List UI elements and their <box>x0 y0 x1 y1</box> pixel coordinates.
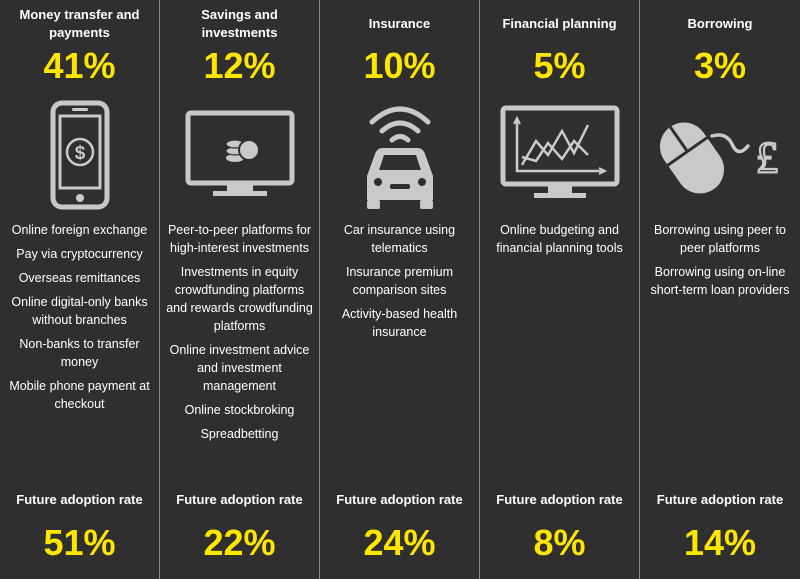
column-title: Borrowing <box>687 16 753 31</box>
future-adoption-percent: 14% <box>683 522 757 563</box>
svg-text:£: £ <box>756 133 778 182</box>
future-adoption-percent: 24% <box>363 522 436 563</box>
list-item: Online investment advice and investment … <box>169 343 310 393</box>
column-insurance: Insurance 10% Car insurance using telema… <box>320 0 480 579</box>
column-title: Savings and investments <box>201 7 278 40</box>
list-item: Mobile phone payment at checkout <box>9 379 150 411</box>
service-list: Borrowing using peer to peer platforms B… <box>646 221 794 305</box>
list-item: Overseas remittances <box>18 271 141 285</box>
current-adoption-percent: 12% <box>203 45 276 86</box>
mouse-pound-icon: £ <box>640 100 800 210</box>
list-item: Online budgeting and financial planning … <box>496 223 623 255</box>
current-adoption-percent: 5% <box>533 45 586 86</box>
future-adoption-percent: 8% <box>533 522 586 563</box>
column-money-transfer: Money transfer and payments 41% $ Online… <box>0 0 160 579</box>
current-adoption-percent: 10% <box>363 45 436 86</box>
future-adoption-percent: 51% <box>43 522 116 563</box>
column-financial-planning: Financial planning 5% Online budgeting a… <box>480 0 640 579</box>
svg-text:$: $ <box>74 143 85 164</box>
column-title: Money transfer and payments <box>19 7 140 40</box>
monitor-coins-icon <box>160 100 319 210</box>
list-item: Peer-to-peer platforms for high-interest… <box>167 223 312 255</box>
column-borrowing: Borrowing 3% £ Borrowing using peer to p… <box>640 0 800 579</box>
list-item: Spreadbetting <box>200 427 279 441</box>
list-item: Activity-based health insurance <box>341 307 458 339</box>
monitor-chart-icon <box>480 100 639 210</box>
list-item: Car insurance using telematics <box>343 223 456 255</box>
list-item: Investments in equity crowdfunding platf… <box>166 265 313 333</box>
column-title: Insurance <box>368 16 431 31</box>
service-list: Car insurance using telematics Insurance… <box>326 221 473 347</box>
current-adoption-percent: 41% <box>43 45 116 86</box>
future-adoption-label: Future adoption rate <box>496 492 623 507</box>
future-adoption-percent: 22% <box>203 522 276 563</box>
list-item: Non-banks to transfer money <box>19 337 140 369</box>
future-adoption-label: Future adoption rate <box>656 492 784 507</box>
connected-car-icon <box>320 100 479 210</box>
service-list: Online budgeting and financial planning … <box>486 221 633 263</box>
current-adoption-percent: 3% <box>693 45 747 86</box>
list-item: Pay via cryptocurrency <box>16 247 143 261</box>
list-item: Borrowing using on-line short-term loan … <box>650 265 790 297</box>
smartphone-dollar-icon: $ <box>0 100 159 210</box>
column-title: Financial planning <box>502 16 617 31</box>
service-list: Peer-to-peer platforms for high-interest… <box>166 221 313 449</box>
service-list: Online foreign exchange Pay via cryptocu… <box>6 221 153 419</box>
list-item: Online digital-only banks without branch… <box>11 295 148 327</box>
future-adoption-label: Future adoption rate <box>16 492 143 507</box>
future-adoption-label: Future adoption rate <box>336 492 463 507</box>
column-savings-investments: Savings and investments 12% Peer-to-peer… <box>160 0 320 579</box>
list-item: Insurance premium comparison sites <box>346 265 453 297</box>
list-item: Online foreign exchange <box>11 223 148 237</box>
list-item: Borrowing using peer to peer platforms <box>653 223 787 255</box>
future-adoption-label: Future adoption rate <box>176 492 303 507</box>
list-item: Online stockbroking <box>184 403 295 417</box>
